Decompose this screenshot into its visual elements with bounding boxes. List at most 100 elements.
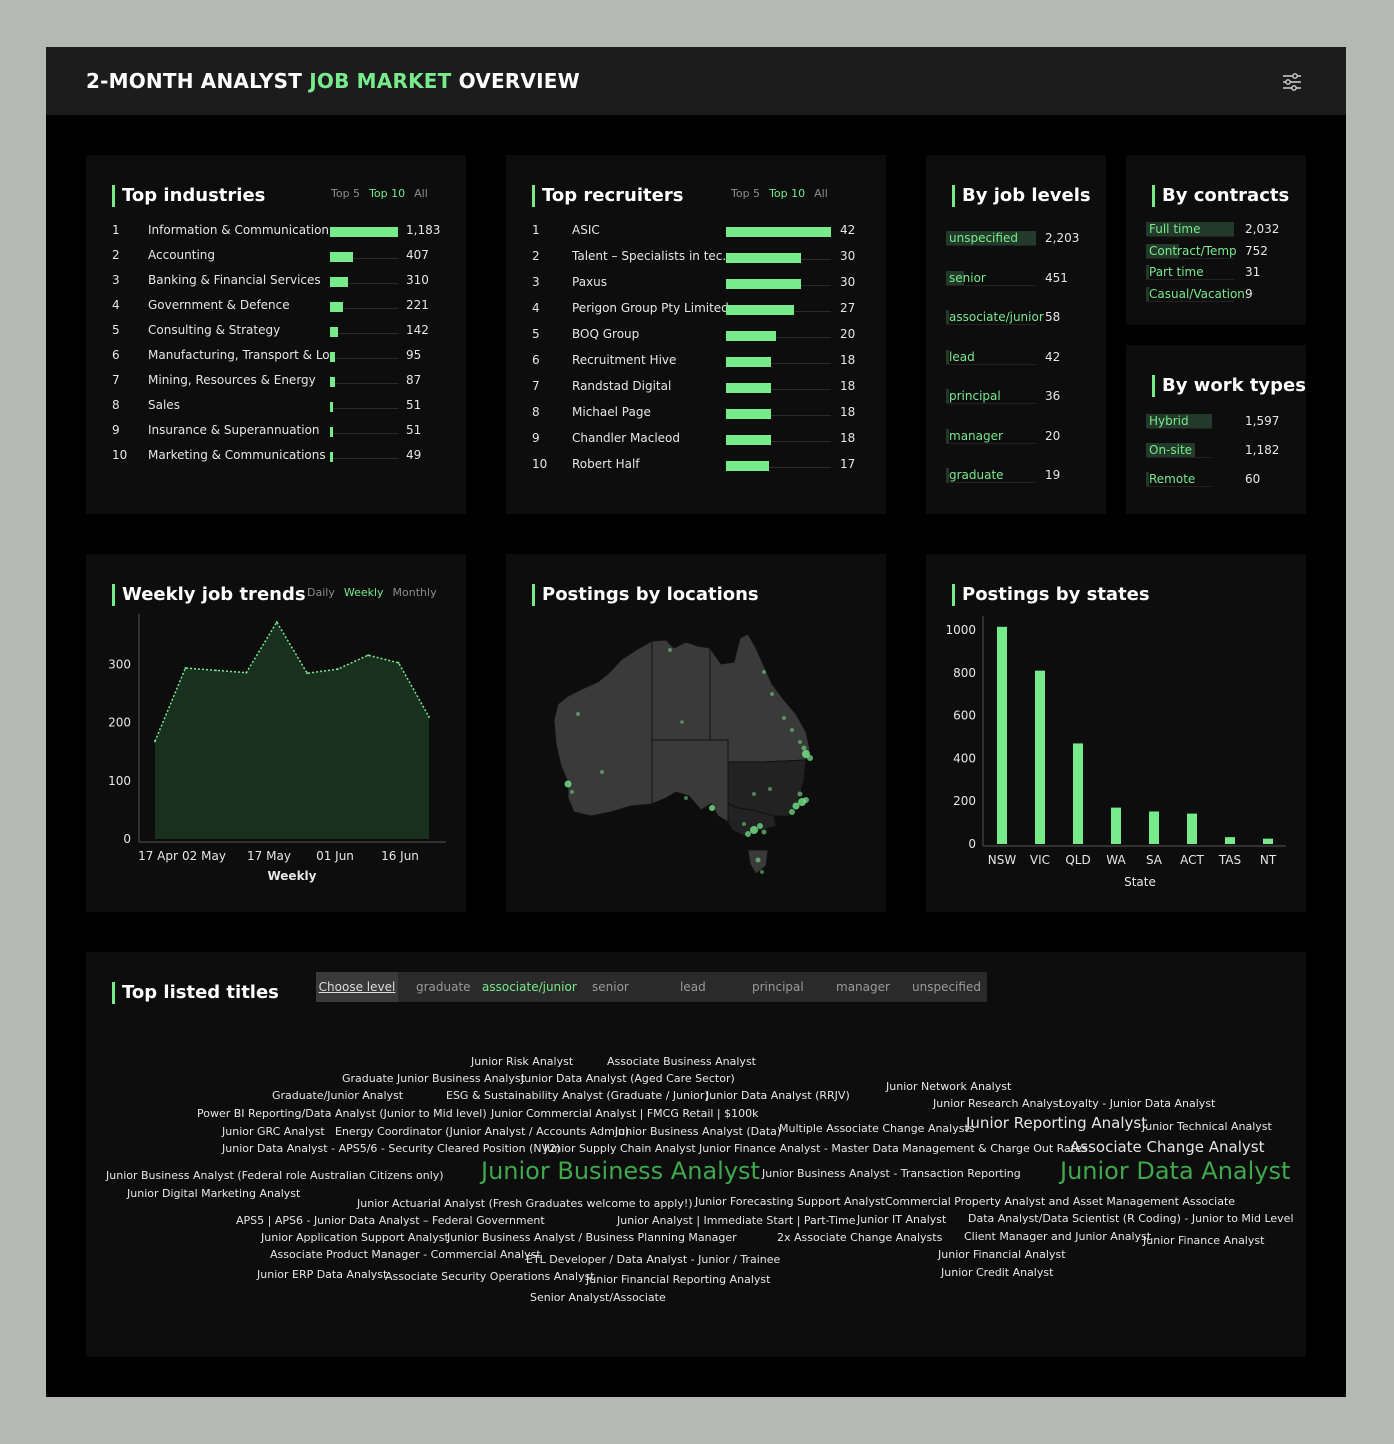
title-word[interactable]: Junior Financial Analyst	[938, 1248, 1066, 1261]
level-option[interactable]: associate/junior	[482, 980, 577, 994]
title-word[interactable]: Junior Actuarial Analyst (Fresh Graduate…	[357, 1197, 693, 1210]
australia-map[interactable]	[506, 554, 886, 912]
level-row[interactable]: Full time 2,032	[1126, 220, 1306, 240]
choose-level-button[interactable]: Choose level	[316, 972, 398, 1002]
ranked-row[interactable]: 5 BOQ Group 20	[506, 325, 886, 345]
title-word[interactable]: Junior Credit Analyst	[941, 1266, 1054, 1279]
title-word[interactable]: Power BI Reporting/Data Analyst (Junior …	[197, 1107, 487, 1120]
level-row[interactable]: Contract/Temp 752	[1126, 242, 1306, 262]
sliders-icon[interactable]	[1282, 73, 1302, 91]
ranked-row[interactable]: 2 Accounting 407	[86, 246, 466, 266]
ranked-row[interactable]: 8 Sales 51	[86, 396, 466, 416]
title-word[interactable]: Associate Change Analyst	[1070, 1138, 1265, 1156]
level-row[interactable]: Casual/Vacation 9	[1126, 285, 1306, 305]
ranked-row[interactable]: 9 Insurance & Superannuation 51	[86, 421, 466, 441]
title-word[interactable]: Junior Risk Analyst	[471, 1055, 574, 1068]
title-word[interactable]: Junior Financial Reporting Analyst	[586, 1273, 771, 1286]
title-word[interactable]: Data Analyst/Data Scientist (R Coding) -…	[968, 1212, 1294, 1225]
title-word[interactable]: Senior Analyst/Associate	[530, 1291, 666, 1304]
ranked-row[interactable]: 9 Chandler Macleod 18	[506, 429, 886, 449]
level-option[interactable]: graduate	[416, 980, 471, 994]
level-row[interactable]: principal 36	[926, 387, 1106, 407]
level-option[interactable]: manager	[836, 980, 890, 994]
title-word[interactable]: Junior Analyst | Immediate Start | Part-…	[617, 1214, 856, 1227]
title-word[interactable]: Associate Product Manager - Commercial A…	[270, 1248, 541, 1261]
title-word[interactable]: ESG & Sustainability Analyst (Graduate /…	[446, 1089, 709, 1102]
tab-weekly[interactable]: Weekly	[343, 586, 384, 599]
title-word[interactable]: Junior Research Analyst	[933, 1097, 1063, 1110]
ranked-row[interactable]: 10 Robert Half 17	[506, 455, 886, 475]
title-word[interactable]: Junior Digital Marketing Analyst	[127, 1187, 301, 1200]
title-word[interactable]: Junior IT Analyst	[857, 1213, 947, 1226]
title-word[interactable]: Junior Business Analyst - Transaction Re…	[762, 1167, 1021, 1180]
level-row[interactable]: senior 451	[926, 269, 1106, 289]
ranked-row[interactable]: 3 Banking & Financial Services 310	[86, 271, 466, 291]
title-word[interactable]: Junior Forecasting Support Analyst	[695, 1195, 885, 1208]
level-row[interactable]: Part time 31	[1126, 263, 1306, 283]
ranked-row[interactable]: 1 Information & Communication .. 1,183	[86, 221, 466, 241]
tab-top-10[interactable]: Top 10	[769, 187, 806, 200]
ranked-row[interactable]: 5 Consulting & Strategy 142	[86, 321, 466, 341]
title-word[interactable]: Junior Business Analyst (Data)	[615, 1125, 782, 1138]
title-word[interactable]: Junior Finance Analyst - Master Data Man…	[699, 1142, 1088, 1155]
level-option[interactable]: unspecified	[912, 980, 981, 994]
ranked-row[interactable]: 7 Mining, Resources & Energy 87	[86, 371, 466, 391]
title-word[interactable]: Junior Technical Analyst	[1142, 1120, 1272, 1133]
ranked-row[interactable]: 7 Randstad Digital 18	[506, 377, 886, 397]
title-word[interactable]: Junior Data Analyst	[1060, 1157, 1291, 1185]
tab-all[interactable]: All	[814, 187, 828, 200]
ranked-row[interactable]: 8 Michael Page 18	[506, 403, 886, 423]
title-word[interactable]: Multiple Associate Change Analysts	[779, 1122, 975, 1135]
title-word[interactable]: Junior Commercial Analyst | FMCG Retail …	[491, 1107, 759, 1120]
title-word[interactable]: Junior Finance Analyst	[1143, 1234, 1265, 1247]
title-word[interactable]: Associate Security Operations Analyst	[385, 1270, 595, 1283]
level-option[interactable]: lead	[680, 980, 706, 994]
tab-monthly[interactable]: Monthly	[392, 586, 437, 599]
title-word[interactable]: Junior Data Analyst (RRJV)	[706, 1089, 850, 1102]
title-word[interactable]: Junior Data Analyst - APS5/6 - Security …	[222, 1142, 561, 1155]
level-row[interactable]: Remote 60	[1126, 470, 1306, 490]
level-row[interactable]: On-site 1,182	[1126, 441, 1306, 461]
tab-top-5[interactable]: Top 5	[731, 187, 761, 200]
ranked-row[interactable]: 4 Perigon Group Pty Limited 27	[506, 299, 886, 319]
title-word[interactable]: Junior ERP Data Analyst	[257, 1268, 388, 1281]
title-word[interactable]: Associate Business Analyst	[607, 1055, 756, 1068]
tab-daily[interactable]: Daily	[307, 586, 335, 599]
level-row[interactable]: lead 42	[926, 348, 1106, 368]
title-word[interactable]: Junior Application Support Analyst	[261, 1231, 449, 1244]
title-word[interactable]: Junior GRC Analyst	[222, 1125, 325, 1138]
title-word[interactable]: Graduate Junior Business Analyst	[342, 1072, 525, 1085]
ranked-row[interactable]: 10 Marketing & Communications 49	[86, 446, 466, 466]
title-word[interactable]: ETL Developer / Data Analyst - Junior / …	[526, 1253, 781, 1266]
tab-all[interactable]: All	[414, 187, 428, 200]
ranked-row[interactable]: 2 Talent – Specialists in tec.. 30	[506, 247, 886, 267]
title-word[interactable]: Loyalty - Junior Data Analyst	[1059, 1097, 1216, 1110]
level-option[interactable]: principal	[752, 980, 804, 994]
title-word[interactable]: Junior Business Analyst / Business Plann…	[447, 1231, 737, 1244]
title-word[interactable]: Client Manager and Junior Analyst	[964, 1230, 1152, 1243]
title-word[interactable]: Commercial Property Analyst and Asset Ma…	[885, 1195, 1236, 1208]
ranked-row[interactable]: 1 ASIC 42	[506, 221, 886, 241]
level-row[interactable]: Hybrid 1,597	[1126, 412, 1306, 432]
level-row[interactable]: graduate 19	[926, 466, 1106, 486]
title-word[interactable]: 2x Associate Change Analysts	[777, 1231, 943, 1244]
ranked-row[interactable]: 6 Recruitment Hive 18	[506, 351, 886, 371]
level-row[interactable]: unspecified 2,203	[926, 229, 1106, 249]
level-row[interactable]: associate/junior 58	[926, 308, 1106, 328]
title-word[interactable]: APS5 | APS6 - Junior Data Analyst – Fede…	[236, 1214, 545, 1227]
title-word[interactable]: Junior Reporting Analyst	[966, 1114, 1148, 1132]
title-word[interactable]: Junior Business Analyst (Federal role Au…	[106, 1169, 444, 1182]
level-row[interactable]: manager 20	[926, 427, 1106, 447]
title-word[interactable]: Junior Business Analyst	[481, 1157, 760, 1185]
ranked-row[interactable]: 6 Manufacturing, Transport & Lo.. 95	[86, 346, 466, 366]
title-word[interactable]: Graduate/Junior Analyst	[272, 1089, 404, 1102]
tab-top-5[interactable]: Top 5	[331, 187, 361, 200]
title-word[interactable]: Energy Coordinator (Junior Analyst / Acc…	[335, 1125, 630, 1138]
level-option[interactable]: senior	[592, 980, 629, 994]
ranked-row[interactable]: 4 Government & Defence 221	[86, 296, 466, 316]
ranked-row[interactable]: 3 Paxus 30	[506, 273, 886, 293]
title-word[interactable]: Junior Network Analyst	[886, 1080, 1012, 1093]
title-word[interactable]: Junior Supply Chain Analyst	[544, 1142, 696, 1155]
title-word[interactable]: Junior Data Analyst (Aged Care Sector)	[521, 1072, 735, 1085]
tab-top-10[interactable]: Top 10	[369, 187, 406, 200]
